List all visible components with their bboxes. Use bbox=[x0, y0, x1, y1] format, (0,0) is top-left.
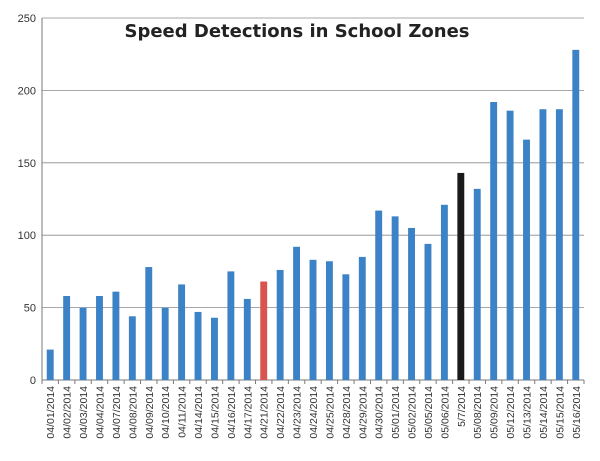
bar bbox=[276, 269, 284, 380]
bar bbox=[178, 284, 186, 380]
y-tick-label: 200 bbox=[18, 85, 36, 97]
x-tick-label: 05/14/2014 bbox=[538, 386, 550, 439]
x-tick-label: 04/14/2014 bbox=[193, 386, 205, 439]
chart-title: Speed Detections in School Zones bbox=[124, 21, 469, 42]
bar bbox=[490, 101, 498, 380]
bar bbox=[112, 291, 120, 380]
x-tick-label: 04/30/2014 bbox=[374, 386, 386, 439]
x-tick-label: 04/28/2014 bbox=[341, 386, 353, 439]
x-tick-label: 05/09/2014 bbox=[489, 386, 501, 439]
bar bbox=[46, 349, 54, 380]
x-tick-label: 04/08/2014 bbox=[127, 386, 139, 439]
x-axis-tick-labels: 04/01/2014 04/02/2014 04/03/2014 04/04/2014… bbox=[45, 386, 583, 439]
bar bbox=[293, 246, 301, 380]
bar bbox=[194, 311, 202, 380]
bar bbox=[243, 298, 251, 380]
x-tick-label: 04/15/2014 bbox=[209, 386, 221, 439]
x-tick-label: 04/07/2014 bbox=[111, 386, 123, 439]
x-tick-label: 05/01/2014 bbox=[390, 386, 402, 439]
bar bbox=[342, 274, 350, 380]
bars bbox=[46, 49, 580, 381]
x-tick-label: 04/24/2014 bbox=[308, 386, 320, 439]
bar bbox=[211, 317, 218, 380]
x-tick-label: 05/08/2014 bbox=[472, 386, 484, 439]
bar bbox=[358, 256, 366, 380]
bar bbox=[523, 139, 530, 380]
bar bbox=[391, 216, 399, 380]
bar bbox=[227, 271, 235, 380]
x-tick-label: 04/23/2014 bbox=[292, 386, 304, 439]
y-tick-label: 100 bbox=[18, 230, 36, 242]
x-tick-label: 04/02/2014 bbox=[62, 386, 74, 439]
x-tick-label: 05/05/2014 bbox=[423, 386, 435, 439]
bar bbox=[539, 109, 547, 380]
bar bbox=[555, 109, 563, 380]
y-tick-label: 150 bbox=[18, 158, 36, 170]
x-tick-label: 05/06/2014 bbox=[439, 386, 451, 439]
bar bbox=[128, 316, 136, 380]
bar bbox=[572, 49, 580, 381]
bar bbox=[260, 281, 268, 380]
x-tick-label: 05/13/2014 bbox=[522, 386, 534, 439]
y-axis-tick-labels: 0 50 100 150 200 250 bbox=[18, 13, 36, 387]
bar bbox=[424, 243, 432, 380]
x-tick-label: 04/29/2014 bbox=[357, 386, 369, 439]
x-tick-label: 04/11/2014 bbox=[177, 386, 189, 438]
y-tick-label: 0 bbox=[30, 375, 36, 387]
x-tick-label: 04/10/2014 bbox=[160, 386, 172, 439]
y-tick-label: 250 bbox=[18, 13, 36, 25]
x-tick-label: 04/25/2014 bbox=[324, 386, 336, 439]
x-tick-label: 04/04/2014 bbox=[94, 386, 106, 439]
x-tick-label: 05/16/2014 bbox=[571, 386, 583, 439]
x-tick-label: 05/02/2014 bbox=[407, 386, 419, 439]
bar bbox=[440, 204, 448, 380]
bar bbox=[473, 188, 481, 380]
x-tick-label: 04/03/2014 bbox=[78, 386, 90, 439]
bar bbox=[79, 307, 87, 380]
x-tick-label: 05/15/2014 bbox=[554, 386, 566, 439]
x-tick-label: 04/09/2014 bbox=[144, 386, 156, 439]
bar bbox=[325, 261, 333, 380]
bar bbox=[309, 259, 317, 380]
x-tick-label: 04/16/2014 bbox=[226, 386, 238, 439]
bar bbox=[96, 296, 103, 380]
bar bbox=[408, 227, 415, 380]
x-tick-label: 04/21/2014 bbox=[259, 386, 271, 439]
x-tick-label: 04/01/2014 bbox=[45, 386, 57, 439]
bar bbox=[145, 267, 153, 380]
bar bbox=[375, 210, 383, 380]
bar bbox=[457, 172, 465, 380]
bar bbox=[161, 307, 169, 380]
y-tick-label: 50 bbox=[24, 303, 36, 315]
bar bbox=[63, 296, 71, 380]
x-tick-label: 04/22/2014 bbox=[275, 386, 287, 439]
x-tick-label: 05/12/2014 bbox=[505, 386, 517, 439]
x-tick-label: 5/7/2014 bbox=[456, 386, 468, 427]
x-tick-label: 04/17/2014 bbox=[242, 386, 254, 439]
bar bbox=[506, 110, 514, 380]
